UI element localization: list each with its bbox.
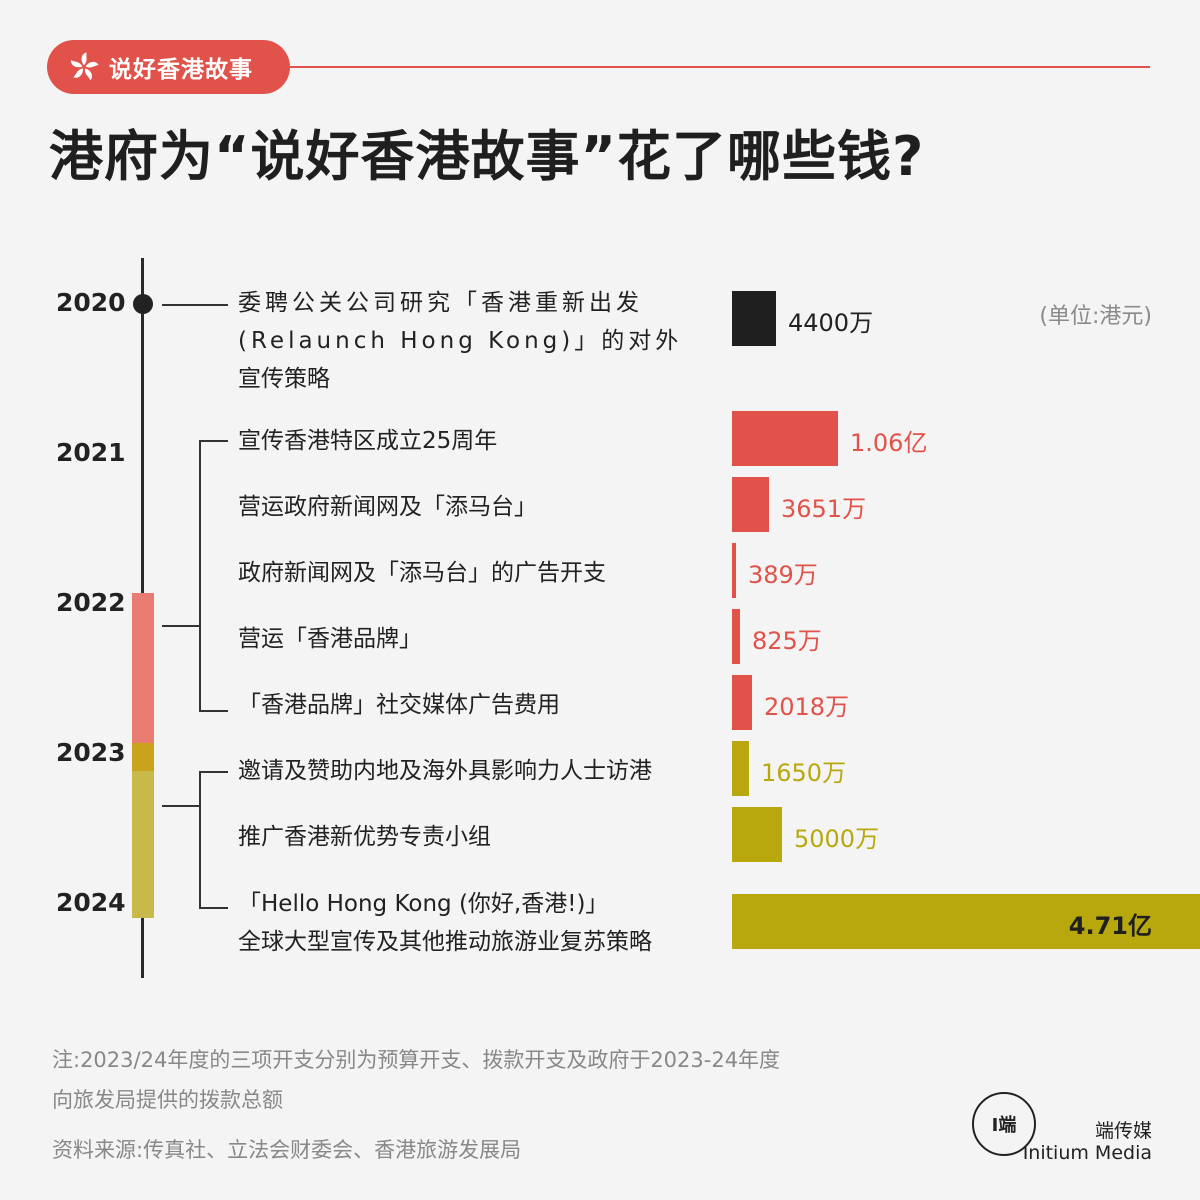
connector-2022-stub (162, 625, 200, 627)
item-label: 「香港品牌」社交媒体广告费用 (238, 692, 560, 718)
timeline-segment-2022 (132, 593, 154, 743)
page-title: 港府为“说好香港故事”花了哪些钱? (49, 125, 925, 188)
bar (732, 609, 740, 664)
section-tag: 说好香港故事 (47, 40, 290, 94)
data-label: 1650万 (761, 759, 847, 787)
item-label: 营运「香港品牌」 (238, 626, 422, 652)
year-label: 2021 (56, 438, 126, 467)
unit-note: (单位:港元) (1039, 304, 1152, 329)
item-label: 营运政府新闻网及「添马台」 (238, 494, 537, 520)
initium-logo: I端 (972, 1092, 1036, 1156)
timeline-segment-2023 (132, 743, 154, 771)
data-label: 1.06亿 (850, 429, 928, 457)
connector-2023-top (199, 771, 228, 773)
data-label: 4400万 (788, 309, 874, 337)
connector-2022-bottom (199, 710, 228, 712)
data-label: 389万 (748, 561, 818, 589)
timeline-segment-2024 (132, 771, 154, 918)
item-label: 推广香港新优势专责小组 (238, 824, 491, 850)
header-rule (290, 66, 1150, 68)
footnote: 注:2023/24年度的三项开支分别为预算开支、拨款开支及政府于2023-24年… (52, 1048, 781, 1112)
connector-2023-bracket (199, 771, 201, 909)
bar (732, 741, 749, 796)
connector-2023-bottom (199, 907, 228, 909)
bar (732, 411, 838, 466)
bar (732, 291, 776, 346)
bauhinia-flower-icon (71, 52, 99, 81)
year-label: 2024 (56, 888, 126, 917)
item-label: 宣传香港特区成立25周年 (238, 428, 498, 454)
bar (732, 543, 736, 598)
data-label: 825万 (752, 627, 822, 655)
brand-name-cn: 端传媒 (1094, 1120, 1152, 1142)
section-tag-label: 说好香港故事 (109, 57, 253, 83)
source-note: 资料来源:传真社、立法会财委会、香港旅游发展局 (52, 1138, 522, 1162)
year-label: 2020 (56, 288, 126, 317)
bar (732, 675, 752, 730)
connector-2022-bracket (199, 440, 201, 712)
item-label: 委聘公关公司研究「香港重新出发 (Relaunch Hong Kong)」的对外… (238, 290, 683, 392)
year-label: 2023 (56, 738, 126, 767)
item-label: 「Hello Hong Kong (你好,香港!)」 全球大型宣传及其他推动旅游… (238, 891, 652, 955)
bar (732, 807, 782, 862)
connector-2020 (162, 304, 228, 306)
year-label: 2022 (56, 588, 126, 617)
data-label: 4.71亿 (1068, 912, 1152, 940)
item-label: 政府新闻网及「添马台」的广告开支 (238, 560, 606, 586)
bar (732, 477, 769, 532)
bar (732, 894, 1200, 949)
connector-2023-stub (162, 805, 200, 807)
timeline-dot (133, 294, 153, 314)
data-label: 2018万 (764, 693, 850, 721)
connector-2022-top (199, 440, 228, 442)
data-label: 5000万 (794, 825, 880, 853)
data-label: 3651万 (781, 495, 867, 523)
brand-name-en: Initium Media (1022, 1142, 1152, 1164)
item-label: 邀请及赞助内地及海外具影响力人士访港 (238, 758, 652, 784)
